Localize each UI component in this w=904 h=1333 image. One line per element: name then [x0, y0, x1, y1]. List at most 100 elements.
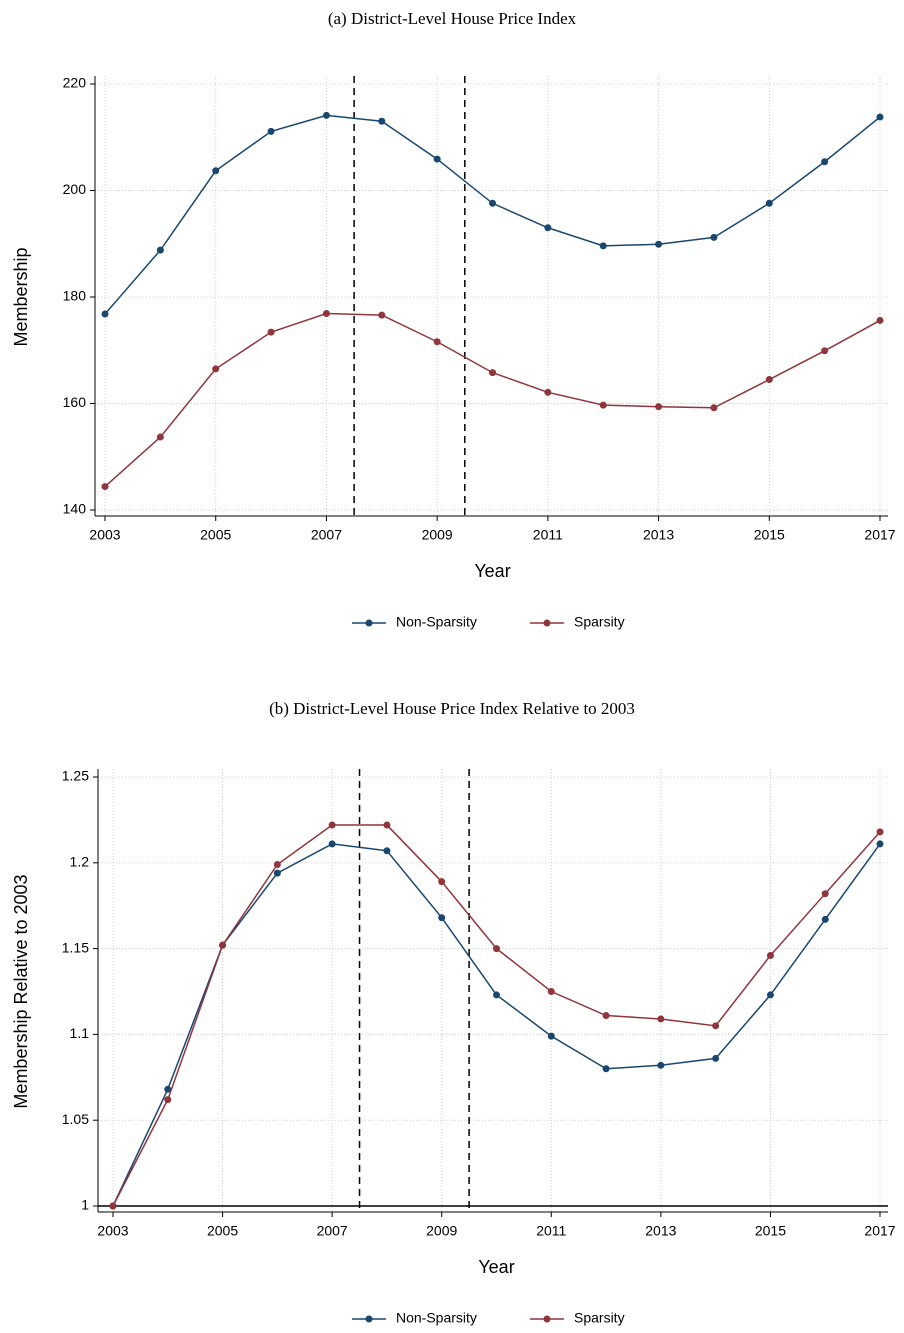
data-point — [438, 914, 446, 922]
data-point — [712, 1054, 720, 1062]
series-line — [104, 312, 881, 488]
y-tick-label: 1 — [81, 1197, 89, 1213]
data-point — [212, 167, 220, 175]
data-point — [101, 310, 109, 318]
x-tick-label: 2017 — [864, 1223, 895, 1239]
x-tick-label: 2003 — [97, 1223, 128, 1239]
data-point — [821, 347, 829, 355]
series-line — [112, 843, 881, 1207]
y-tick-label: 140 — [63, 501, 87, 517]
legend-marker — [365, 1315, 373, 1323]
y-tick-label: 160 — [63, 394, 87, 410]
x-tick-label: 2011 — [533, 527, 563, 543]
data-point — [599, 242, 607, 250]
data-point — [876, 316, 884, 324]
data-point — [273, 869, 281, 877]
data-point — [383, 821, 391, 829]
data-point — [821, 890, 829, 898]
data-point — [544, 224, 552, 232]
data-point — [876, 113, 884, 121]
x-tick-label: 2009 — [426, 1223, 457, 1239]
data-point — [655, 403, 663, 411]
data-point — [766, 991, 774, 999]
y-axis-title: Membership — [11, 247, 31, 346]
x-tick-label: 2015 — [754, 527, 785, 543]
x-tick-label: 2015 — [755, 1223, 786, 1239]
y-tick-label: 180 — [63, 288, 87, 304]
data-point — [876, 828, 884, 836]
x-tick-label: 2017 — [864, 527, 895, 543]
data-point — [876, 840, 884, 848]
data-point — [164, 1085, 172, 1093]
legend-label: Non-Sparsity — [396, 1310, 477, 1326]
data-point — [821, 158, 829, 166]
y-tick-label: 1.05 — [62, 1111, 89, 1127]
y-tick-label: 1.2 — [70, 854, 90, 870]
data-point — [493, 945, 500, 953]
data-point — [156, 246, 164, 254]
data-point — [821, 915, 829, 923]
data-point — [322, 310, 330, 318]
y-tick-label: 1.15 — [62, 939, 89, 955]
data-point — [602, 1065, 610, 1073]
x-axis-title: Year — [478, 1257, 514, 1277]
data-point — [328, 821, 336, 829]
data-point — [710, 404, 718, 412]
data-point — [109, 1202, 117, 1210]
data-point — [489, 199, 496, 207]
x-tick-label: 2003 — [89, 527, 120, 543]
x-tick-label: 2013 — [643, 527, 674, 543]
x-axis-title: Year — [474, 561, 510, 581]
legend-marker — [543, 619, 551, 627]
data-point — [378, 117, 386, 125]
x-tick-label: 2007 — [317, 1223, 348, 1239]
series-line — [104, 114, 881, 315]
y-tick-label: 1.25 — [62, 768, 89, 784]
x-tick-label: 2005 — [200, 527, 231, 543]
data-point — [602, 1012, 610, 1020]
legend-label: Non-Sparsity — [396, 614, 477, 630]
legend-label: Sparsity — [574, 614, 625, 630]
data-point — [657, 1015, 665, 1023]
legend-label: Sparsity — [574, 1310, 625, 1326]
data-point — [657, 1061, 665, 1069]
data-point — [765, 199, 773, 207]
data-point — [547, 1032, 555, 1040]
x-tick-label: 2013 — [645, 1223, 676, 1239]
legend-marker — [543, 1315, 551, 1323]
data-point — [156, 433, 164, 441]
legend-marker — [365, 619, 373, 627]
y-axis-title: Membership Relative to 2003 — [11, 874, 31, 1108]
chart-title: (b) District-Level House Price Index Rel… — [269, 699, 635, 718]
data-point — [493, 991, 500, 999]
x-tick-label: 2005 — [207, 1223, 238, 1239]
x-tick-label: 2011 — [536, 1223, 566, 1239]
data-point — [273, 861, 281, 869]
data-point — [489, 369, 496, 377]
data-point — [328, 840, 336, 848]
data-point — [322, 111, 330, 119]
data-point — [599, 401, 607, 409]
data-point — [766, 951, 774, 959]
data-point — [433, 338, 441, 346]
data-point — [433, 155, 441, 163]
data-point — [378, 311, 386, 319]
data-point — [544, 388, 552, 396]
x-tick-label: 2009 — [422, 527, 453, 543]
data-point — [212, 365, 220, 373]
series-line — [112, 824, 881, 1207]
data-point — [267, 328, 275, 336]
data-point — [547, 988, 555, 995]
data-point — [383, 847, 391, 855]
y-tick-label: 1.1 — [70, 1025, 90, 1041]
y-tick-label: 220 — [63, 75, 87, 91]
data-point — [710, 233, 718, 241]
data-point — [765, 376, 773, 384]
data-point — [712, 1022, 720, 1030]
data-point — [219, 941, 227, 949]
chart-title: (a) District-Level House Price Index — [328, 9, 577, 28]
data-point — [267, 127, 275, 135]
y-tick-label: 200 — [63, 181, 87, 197]
